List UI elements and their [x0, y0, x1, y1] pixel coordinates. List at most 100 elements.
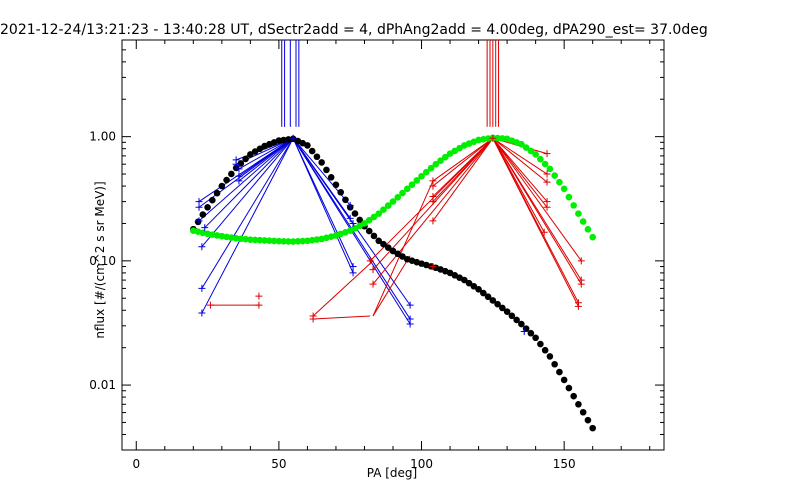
- red-data-point: [577, 257, 585, 265]
- black-fit-point: [375, 237, 383, 245]
- green-fit-point: [537, 155, 544, 163]
- blue-data-point: [198, 284, 206, 292]
- black-fit-point: [356, 216, 364, 224]
- x-tick-label: 50: [271, 457, 286, 471]
- red-data-point: [577, 280, 585, 288]
- red-data-point: [429, 198, 437, 206]
- red-data-point: [574, 302, 582, 310]
- black-fit-point: [475, 286, 482, 293]
- black-fit-point: [204, 203, 211, 211]
- green-fit-point: [546, 165, 554, 173]
- blue-fan-line: [238, 137, 294, 170]
- blue-data-point: [349, 269, 357, 277]
- green-fit-point: [365, 216, 373, 224]
- black-fit-point: [351, 210, 359, 217]
- black-fit-point: [370, 232, 378, 240]
- black-fit-point: [380, 240, 387, 248]
- red-fan-line: [492, 137, 548, 208]
- x-tick-label: 100: [410, 457, 433, 471]
- black-fit-point: [228, 170, 235, 178]
- green-fit-point: [275, 237, 283, 245]
- black-fit-point: [546, 353, 554, 360]
- red-fan-line: [492, 137, 548, 202]
- green-fit-point: [499, 135, 506, 142]
- x-axis-label: PA [deg]: [367, 466, 417, 480]
- green-fit-point: [370, 213, 378, 221]
- black-fit-point: [199, 211, 207, 218]
- green-fit-point: [403, 185, 411, 193]
- green-fit-point: [522, 144, 530, 151]
- black-fit-point: [194, 218, 202, 226]
- x-tick-label: 0: [132, 457, 140, 471]
- red-fan-line: [432, 137, 494, 202]
- black-fit-point: [242, 155, 249, 163]
- green-fit-point: [532, 151, 539, 158]
- black-fit-point: [565, 384, 573, 392]
- blue-fan-line: [201, 137, 294, 248]
- green-fit-point: [518, 140, 525, 148]
- red-fan-line: [492, 137, 582, 262]
- green-fit-point: [556, 178, 563, 186]
- red-fan-line: [492, 137, 548, 175]
- black-fit-point: [551, 360, 558, 368]
- black-fit-point: [499, 304, 506, 312]
- black-fit-point: [579, 408, 587, 416]
- green-fit-point: [408, 181, 416, 188]
- blue-fan-line: [292, 138, 354, 274]
- green-fit-point: [427, 164, 435, 172]
- green-fit-point: [432, 160, 440, 168]
- red-segment: [372, 255, 411, 317]
- green-fit-point: [575, 210, 582, 217]
- black-fit-point: [209, 196, 216, 204]
- black-fit-point: [484, 293, 492, 301]
- black-fit-point: [323, 166, 330, 174]
- black-fit-point: [584, 416, 592, 424]
- black-fit-point: [304, 142, 311, 149]
- green-fit-point: [251, 236, 259, 244]
- blue-data-point: [406, 301, 414, 309]
- black-fit-point: [384, 244, 392, 251]
- red-segment: [312, 260, 374, 317]
- red-fan-line: [372, 137, 494, 285]
- blue-data-point: [346, 201, 354, 209]
- black-fit-point: [218, 182, 226, 190]
- blue-data-point: [195, 203, 203, 211]
- green-fit-point: [389, 198, 397, 205]
- green-fit-point: [399, 189, 406, 197]
- green-fit-point: [266, 237, 273, 244]
- green-fit-point: [361, 220, 368, 227]
- green-fit-point: [261, 237, 268, 244]
- black-fit-point: [237, 160, 245, 167]
- blue-data-point: [235, 177, 243, 185]
- green-fit-point: [256, 236, 264, 244]
- black-fit-point: [503, 308, 511, 315]
- black-fit-point: [365, 227, 373, 235]
- green-fit-point: [285, 238, 292, 245]
- black-fit-point: [461, 276, 468, 284]
- y-tick-label: 0.01: [89, 378, 116, 392]
- red-data-point: [429, 263, 437, 271]
- blue-fan-line: [238, 137, 294, 182]
- blue-data-point: [195, 217, 203, 225]
- green-fit-point: [237, 235, 245, 243]
- black-fit-point: [480, 289, 487, 297]
- blue-fan-line: [204, 137, 294, 229]
- black-fit-point: [541, 346, 549, 354]
- black-fit-point: [527, 329, 535, 337]
- blue-data-point: [198, 309, 206, 317]
- blue-fan-line: [201, 138, 294, 289]
- red-fan-line: [432, 137, 494, 197]
- black-fit-point: [518, 320, 525, 328]
- green-fit-point: [294, 238, 302, 245]
- red-data-point: [366, 257, 374, 265]
- green-fit-point: [551, 172, 558, 179]
- black-fit-point: [213, 189, 221, 197]
- black-fit-point: [256, 145, 264, 153]
- red-fan-line: [492, 138, 579, 307]
- red-data-point: [543, 178, 551, 186]
- green-fit-point: [494, 134, 501, 142]
- red-data-point: [429, 182, 437, 190]
- red-apex-point: [489, 134, 497, 142]
- green-fit-point: [280, 238, 287, 245]
